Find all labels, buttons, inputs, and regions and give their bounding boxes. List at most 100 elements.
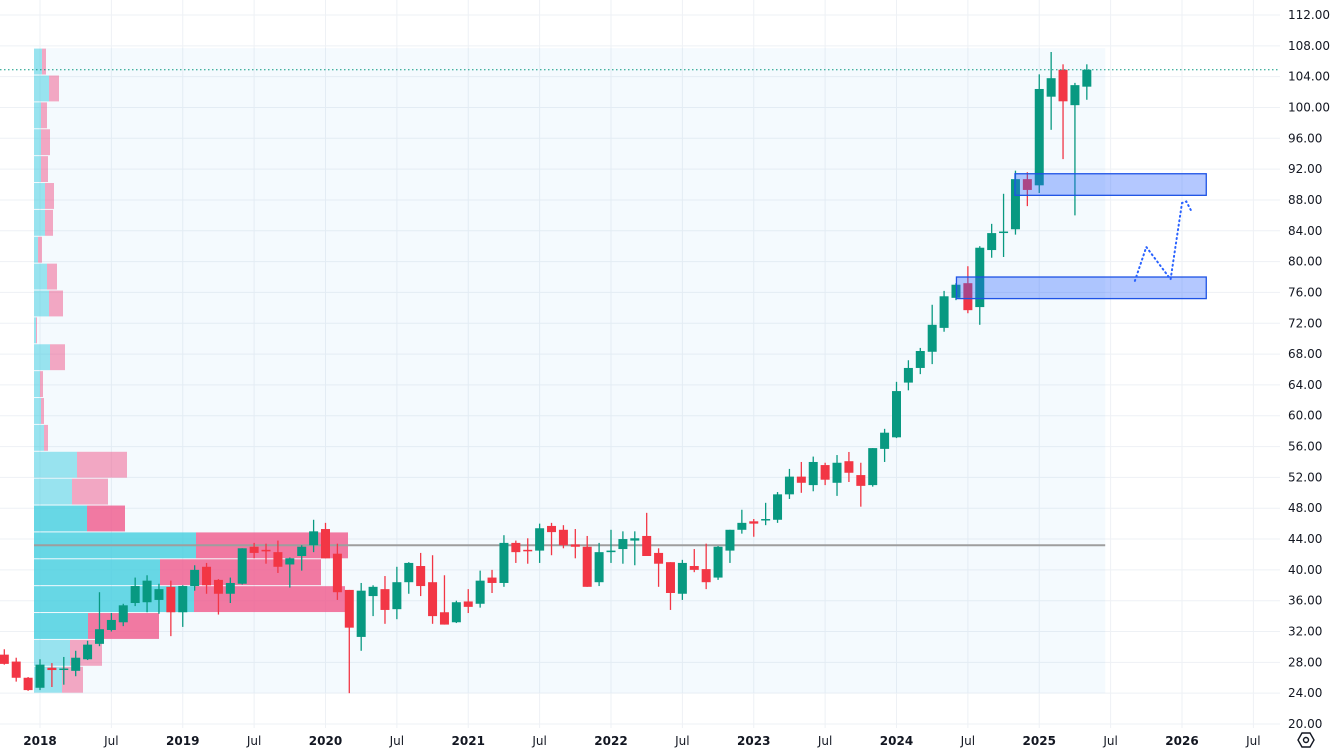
price-tick-label: 112.00 [1288,8,1330,22]
price-tick-label: 32.00 [1288,625,1322,639]
candle-body [392,582,402,610]
profile-up-volume-bar [34,559,160,586]
candle-body [725,529,735,551]
profile-up-volume-bar [34,129,41,156]
candle-body [71,657,81,671]
candle-body [35,664,45,688]
profile-down-volume-bar [47,263,57,290]
settings-gear-icon[interactable] [1296,730,1316,750]
time-tick-label: 2023 [737,734,770,748]
candle-body [511,542,521,553]
candle-body [285,558,295,565]
price-tick-label: 88.00 [1288,193,1322,207]
candle-body [475,580,485,604]
candle-body [166,586,176,613]
upper-zone-rectangle[interactable] [1014,173,1207,196]
candle-body [963,283,973,311]
candle-body [761,519,771,521]
candle-body [261,549,271,552]
price-tick-label: 92.00 [1288,162,1322,176]
candle-body [190,569,200,587]
profile-up-volume-bar [34,344,50,371]
candle-body [142,580,152,603]
candle-body [106,619,116,630]
candle-body [321,529,330,559]
candle-body [154,589,164,600]
candle-body [547,525,557,533]
time-axis[interactable]: 2018 Jul 2019 Jul 2020 Jul 2021 Jul 2022 Jul 2023 J… [23,734,1260,748]
price-tick-label: 56.00 [1288,440,1322,454]
candle-body [11,661,21,678]
candle-body [416,566,426,587]
projection-path[interactable] [1133,200,1193,282]
time-tick-label: 2026 [1165,734,1198,748]
candle-body [773,494,783,520]
price-tick-label: 100.00 [1288,100,1330,114]
profile-up-volume-bar [34,290,49,317]
candle-body [47,667,57,671]
price-tick-label: 24.00 [1288,686,1322,700]
candle-body [713,546,723,578]
candle-body [927,324,937,352]
candle-body [237,548,247,584]
time-tick-label: 2024 [880,734,913,748]
candle-body [868,448,878,486]
time-tick-label: Jul [817,734,832,748]
time-tick-label: 2022 [594,734,627,748]
candle-body [1082,69,1092,87]
price-tick-label: 60.00 [1288,409,1322,423]
candle-body [83,644,93,660]
candle-body [701,569,711,583]
candle-body [118,605,128,623]
profile-down-volume-bar [40,371,43,398]
zones[interactable] [955,173,1207,300]
candle-body [487,577,497,583]
candle-body [297,546,307,556]
profile-down-volume-bar [41,129,50,156]
profile-up-volume-bar [34,398,41,424]
time-tick-label: Jul [246,734,261,748]
candle-body [749,521,759,524]
time-tick-label: 2020 [309,734,342,748]
price-tick-label: 72.00 [1288,316,1322,330]
price-tick-label: 84.00 [1288,224,1322,238]
price-tick-label: 76.00 [1288,285,1322,299]
candle-body [523,549,533,552]
candle-body [630,538,640,541]
profile-down-volume-bar [62,666,83,693]
candle-body [856,475,866,486]
candle-body [987,233,997,251]
price-tick-label: 96.00 [1288,131,1322,145]
price-tick-label: 52.00 [1288,470,1322,484]
candle-body [677,562,687,594]
candle-body [570,544,580,547]
candle-body [213,579,223,594]
profile-up-volume-bar [34,613,88,639]
price-tick-label: 40.00 [1288,563,1322,577]
profile-down-volume-bar [42,48,46,75]
candle-body [463,601,473,607]
time-tick-label: Jul [103,734,118,748]
candle-body [0,654,9,664]
profile-down-volume-bar [87,505,125,532]
time-tick-label: 2021 [452,734,485,748]
time-tick-label: 2018 [23,734,56,748]
profile-up-volume-bar [34,48,42,75]
candle-body [999,231,1009,234]
candle-body [654,552,664,564]
candle-body [380,589,390,610]
candle-body [273,552,283,567]
profile-down-volume-bar [50,344,65,371]
candle-body [59,668,69,671]
price-tick-label: 20.00 [1288,717,1322,731]
candle-body [309,531,319,546]
price-axis[interactable]: 112.00 108.00 104.00 100.00 96.00 92.00 88.00 8… [1288,8,1330,731]
candle-body [665,562,675,593]
candle-body [820,465,830,480]
profile-down-volume-bar [41,102,47,129]
profile-up-volume-bar [34,236,38,263]
time-tick-label: Jul [1102,734,1117,748]
price-tick-label: 68.00 [1288,347,1322,361]
lower-zone-rectangle[interactable] [955,276,1207,300]
